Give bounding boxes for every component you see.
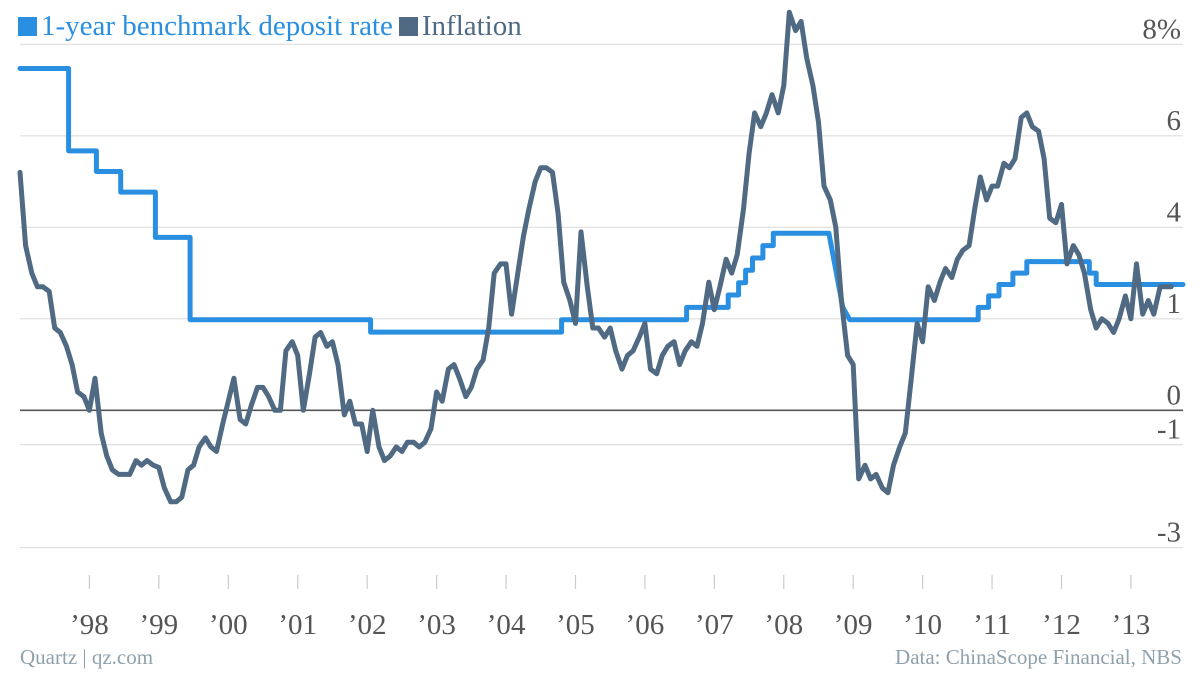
y-axis-labels: 8% 6 4 1 0-1 -3 [1142, 13, 1181, 548]
x-axis-ticks: ’98 ’99 ’00 ’01 ’02 ’03 ’04 ’05 ’06 ’07 ’08 ’09 ’10 ’… [70, 575, 1150, 641]
x-tick-label: ’98 [70, 609, 109, 641]
legend-swatch-inflation [398, 16, 418, 36]
legend-label-inflation: Inflation [421, 10, 522, 42]
legend: 1-year benchmark deposit rate Inflation [18, 6, 528, 46]
x-tick-label: ’06 [626, 609, 665, 641]
x-tick-label: ’11 [973, 609, 1011, 641]
x-tick-label: ’08 [764, 609, 803, 641]
legend-swatch-deposit-rate [18, 16, 37, 36]
legend-label-deposit-rate: 1-year benchmark deposit rate [41, 10, 393, 42]
x-tick-label: ’02 [348, 609, 387, 641]
series-line-deposit-rate [17, 66, 1186, 335]
x-tick-label: ’09 [834, 609, 873, 641]
y-tick-label: -3 [1157, 517, 1181, 549]
x-tick-label: ’10 [903, 609, 942, 641]
x-tick-label: ’13 [1112, 609, 1151, 641]
y-tick-label: 8% [1142, 13, 1181, 45]
x-tick-label: ’04 [487, 609, 526, 641]
data-source: Data: ChinaScope Financial, NBS [895, 645, 1182, 669]
x-tick-label: ’05 [556, 609, 595, 641]
source-credit: Quartz | qz.com [20, 645, 154, 669]
series-line-inflation [17, 9, 1174, 505]
y-tick-label: 0 [1167, 379, 1182, 411]
y-tick-label: 1 [1167, 288, 1182, 320]
legend-item-inflation: Inflation [398, 6, 522, 46]
y-tick-label: 4 [1167, 196, 1182, 228]
x-tick-label: ’01 [278, 609, 317, 641]
x-tick-label: ’03 [417, 609, 456, 641]
series-lines [17, 9, 1186, 505]
y-tick-label: -1 [1157, 414, 1181, 446]
x-tick-label: ’99 [140, 609, 179, 641]
x-tick-label: ’07 [695, 609, 734, 641]
y-tick-label: 6 [1167, 105, 1182, 137]
x-tick-label: ’12 [1042, 609, 1081, 641]
legend-item-deposit-rate: 1-year benchmark deposit rate [18, 6, 393, 46]
x-tick-label: ’00 [209, 609, 248, 641]
gridlines [20, 43, 1183, 549]
